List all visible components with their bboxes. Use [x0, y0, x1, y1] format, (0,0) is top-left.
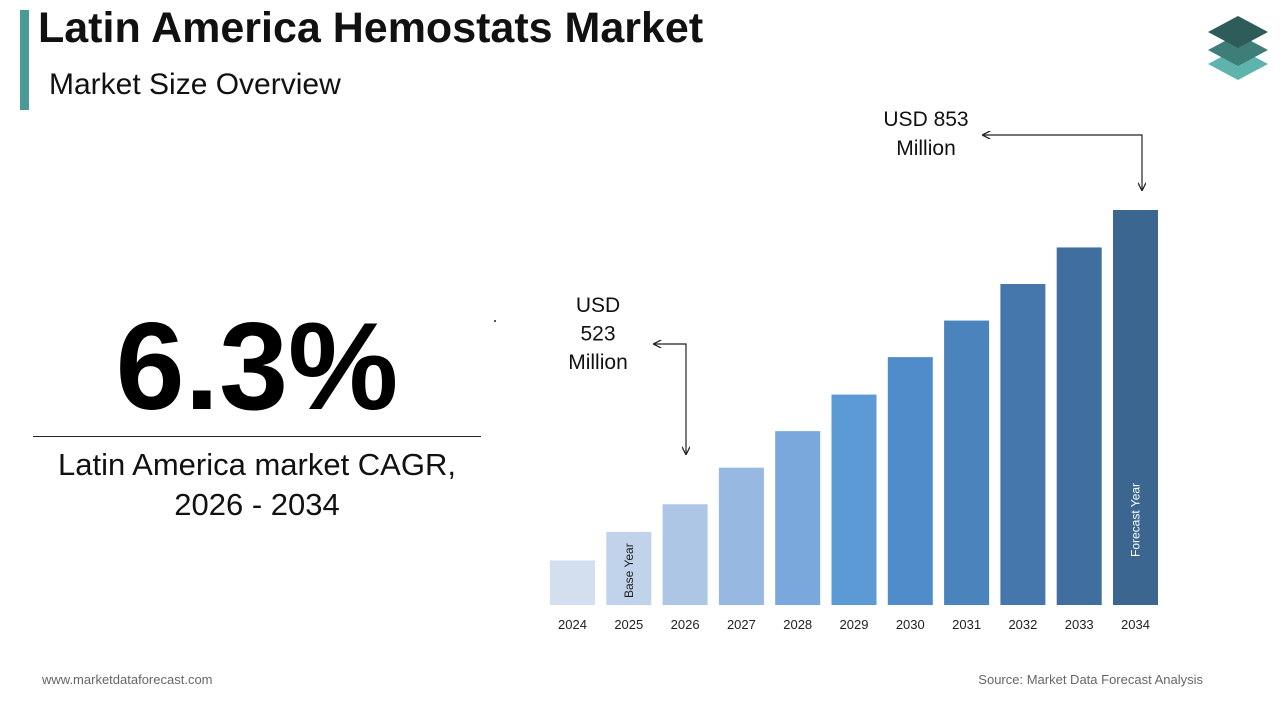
bar-2028 [775, 431, 821, 605]
bar-2031 [944, 320, 990, 605]
page-subtitle: Market Size Overview [49, 68, 341, 101]
bar-2029 [831, 394, 877, 605]
x-tick-label-2026: 2026 [671, 617, 700, 632]
bar-2025 [606, 531, 652, 605]
x-tick-label-2031: 2031 [952, 617, 981, 632]
x-tick-label-2030: 2030 [896, 617, 925, 632]
x-tick-label-2028: 2028 [783, 617, 812, 632]
cagr-label-line1: Latin America market CAGR, [58, 447, 456, 482]
annotation-arrow-2034 [983, 135, 1142, 190]
x-tick-label-2033: 2033 [1065, 617, 1094, 632]
kpi-divider [33, 436, 481, 437]
x-tick-label-2027: 2027 [727, 617, 756, 632]
logo-icon [1208, 16, 1268, 80]
x-tick-label-2029: 2029 [840, 617, 869, 632]
cagr-value: 6.3% [115, 298, 399, 436]
page-title: Latin America Hemostats Market [38, 4, 704, 52]
decorative-dot [494, 320, 496, 322]
bar-2032 [1000, 284, 1046, 605]
title-accent-bar [20, 10, 29, 110]
x-tick-label-2024: 2024 [558, 617, 587, 632]
bar-2026 [662, 504, 708, 605]
annotation-2034-line-2: Million [896, 137, 956, 160]
annotation-2034-line-1: USD 853 [883, 108, 968, 131]
logo-layer-middle [1208, 34, 1268, 66]
bar-2024 [550, 560, 595, 605]
bar-2030 [887, 357, 933, 605]
annotation-2026-line-2: 523 [580, 323, 615, 346]
x-tick-label-2034: 2034 [1121, 617, 1150, 632]
bar-2033 [1056, 247, 1102, 605]
bar-2027 [718, 467, 764, 605]
x-tick-label-2025: 2025 [614, 617, 643, 632]
footer-source: Source: Market Data Forecast Analysis [978, 672, 1203, 687]
cagr-label: Latin America market CAGR, 2026 - 2034 [33, 445, 481, 525]
logo-layer-top [1208, 16, 1268, 48]
bar-label-forecast-year: Forecast Year [1129, 483, 1143, 557]
x-tick-label-2032: 2032 [1008, 617, 1037, 632]
footer-website: www.marketdataforecast.com [42, 672, 213, 687]
annotation-2026-line-1: USD [576, 294, 620, 317]
bar-2034 [1113, 210, 1158, 605]
cagr-label-line2: 2026 - 2034 [174, 487, 340, 522]
bar-label-base-year: Base Year [622, 543, 636, 598]
annotation-2026-line-3: Million [568, 351, 628, 374]
annotation-arrow-2026 [654, 344, 686, 454]
